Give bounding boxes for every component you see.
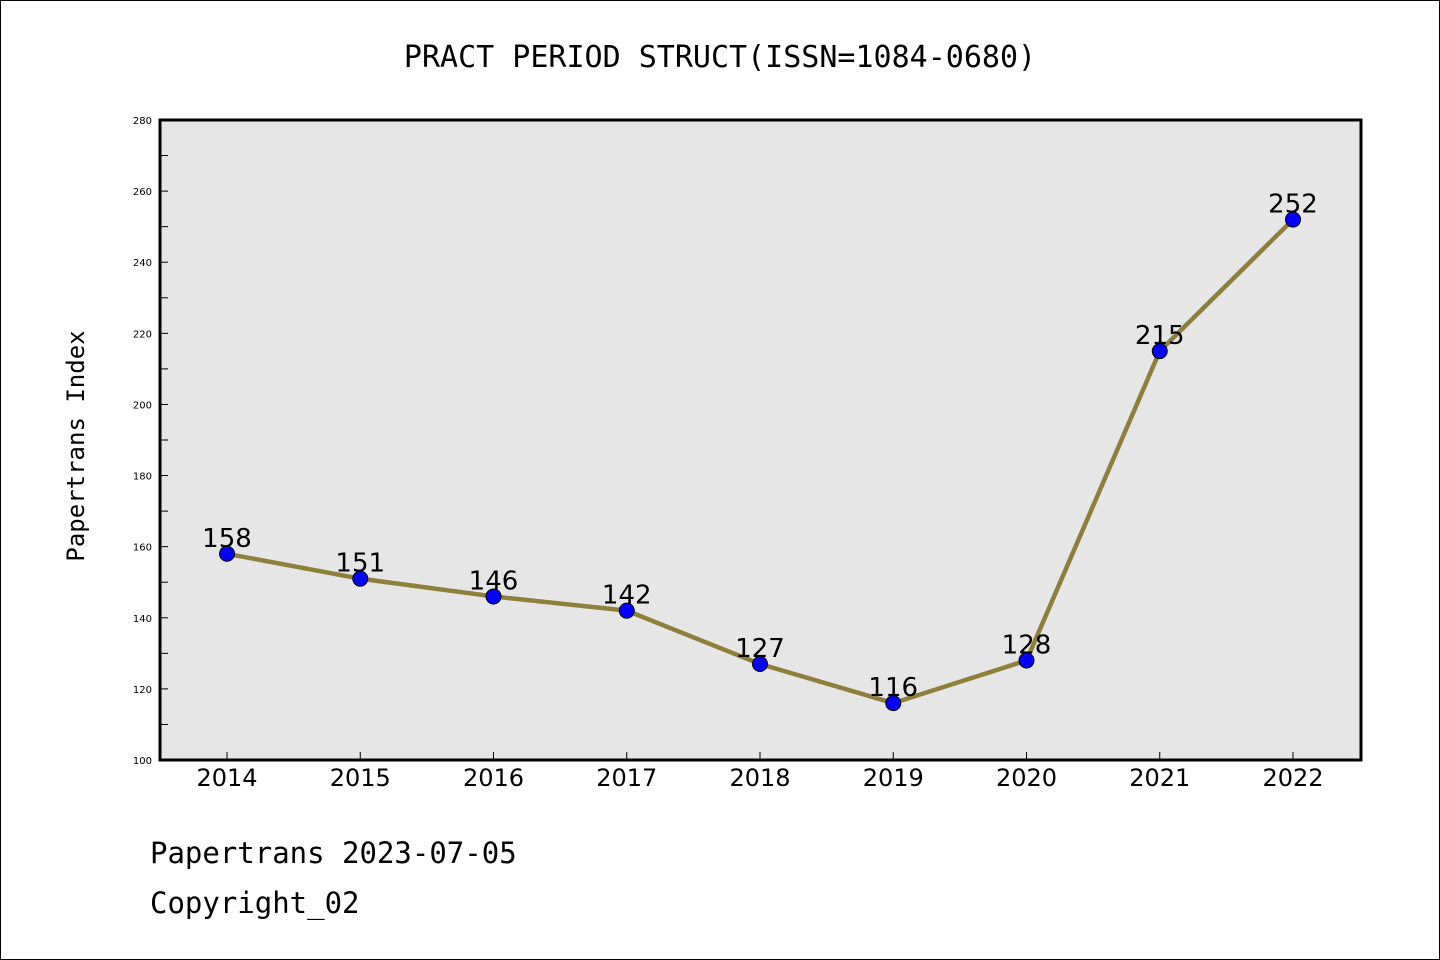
data-label: 127 <box>735 634 785 664</box>
data-point <box>618 602 635 619</box>
footer-date: Papertrans 2023-07-05 <box>150 836 517 870</box>
y-tick-label: 240 <box>133 258 152 269</box>
data-label: 215 <box>1135 321 1185 351</box>
axis-ticks: 100 120 140 160 180 200 220 240 260 280 2014 2015 20… <box>133 116 1324 792</box>
data-label: 146 <box>469 566 519 596</box>
y-tick-label: 200 <box>133 400 152 411</box>
y-tick-label: 100 <box>133 756 152 767</box>
y-tick-label: 260 <box>133 187 152 198</box>
data-label: 128 <box>1002 630 1052 660</box>
footer-copyright: Copyright_02 <box>150 886 360 920</box>
x-tick-label: 2014 <box>196 764 257 792</box>
y-tick-label: 160 <box>133 543 152 554</box>
data-label: 151 <box>335 549 385 579</box>
data-label: 158 <box>202 524 252 554</box>
y-tick-label: 220 <box>133 329 152 340</box>
data-point <box>885 695 902 712</box>
data-point <box>219 545 235 562</box>
x-tick-label: 2020 <box>996 764 1057 792</box>
x-tick-label: 2015 <box>330 764 391 792</box>
y-tick-label: 280 <box>133 116 152 127</box>
x-tick-label: 2021 <box>1129 764 1190 792</box>
x-tick-label: 2018 <box>729 764 790 792</box>
data-label: 116 <box>868 673 918 703</box>
data-point <box>752 656 768 672</box>
plot-area <box>158 118 1363 762</box>
x-tick-label: 2016 <box>463 764 524 792</box>
data-label: 142 <box>602 581 652 611</box>
x-tick-label: 2022 <box>1262 764 1323 792</box>
y-tick-label: 140 <box>133 614 152 625</box>
x-tick-label: 2017 <box>596 764 657 792</box>
data-point <box>1151 343 1168 360</box>
data-label: 252 <box>1268 190 1318 220</box>
y-axis-label: Papertrans Index <box>62 330 90 561</box>
chart-title: PRACT PERIOD STRUCT(ISSN=1084-0680) <box>404 40 1036 75</box>
y-tick-label: 120 <box>133 685 152 696</box>
data-labels: 158 151 146 142 127 116 128 215 252 <box>202 190 1318 704</box>
data-point <box>485 588 502 605</box>
data-point <box>352 570 369 587</box>
y-tick-label: 180 <box>133 472 152 483</box>
data-point <box>1285 211 1301 228</box>
data-point <box>1018 652 1035 669</box>
data-points <box>219 211 1301 712</box>
x-tick-label: 2019 <box>863 764 924 792</box>
